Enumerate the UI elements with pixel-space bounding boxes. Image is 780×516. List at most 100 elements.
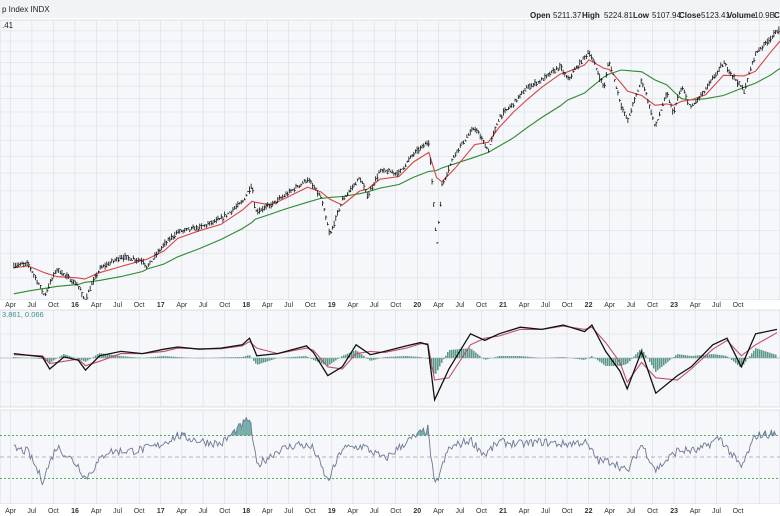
x-axis-tick-label: Jul	[27, 302, 36, 309]
x-axis-tick-label: Apr	[262, 302, 274, 309]
open-value: 5211.37	[553, 11, 582, 20]
x-axis-labels-lower: Apr Jul Oct 16 Apr Jul Oct 17 Apr Jul Oct 18 Apr Jul O…	[5, 508, 743, 515]
rsi-line	[13, 416, 777, 486]
x-axis-tick-label: Jul	[199, 302, 208, 309]
x-axis-tick-label: Jul	[627, 508, 636, 515]
x-axis-tick-label: Oct	[134, 508, 145, 515]
x-axis-tick-label: Jul	[627, 302, 636, 309]
x-axis-tick-label: Oct	[305, 508, 316, 515]
x-axis-tick-label: 21	[499, 508, 507, 515]
x-axis-tick-label: Apr	[91, 508, 103, 515]
x-axis-tick-label: 18	[242, 508, 250, 515]
x-axis-tick-label: 23	[670, 302, 678, 309]
x-axis-tick-label: Jul	[199, 508, 208, 515]
header-bar: p Index INDX Open 5211.37 High 5224.81 L…	[0, 0, 780, 20]
x-axis-tick-label: Jul	[284, 508, 293, 515]
x-axis-tick-label: Oct	[476, 508, 487, 515]
open-label: Open	[530, 11, 551, 20]
x-axis-tick-label: Jul	[113, 508, 122, 515]
x-axis-tick-label: 21	[499, 302, 507, 309]
x-axis-tick-label: 22	[585, 508, 593, 515]
price-bars	[13, 26, 780, 303]
x-axis-tick-label: Jul	[370, 508, 379, 515]
rsi-plot-background	[0, 409, 780, 505]
x-axis-tick-label: Jul	[370, 302, 379, 309]
x-axis-tick-label: Apr	[433, 508, 445, 515]
x-axis-tick-label: Jul	[712, 302, 721, 309]
last-value-partial: .41	[2, 21, 14, 30]
x-axis-tick-label: 16	[71, 302, 79, 309]
symbol-label: p Index INDX	[2, 5, 50, 14]
x-axis-tick-label: Oct	[219, 302, 230, 309]
short-moving-average-line	[13, 40, 780, 280]
x-axis-tick-label: Apr	[176, 302, 188, 309]
macd-line	[13, 323, 778, 403]
trailing-char: C	[774, 11, 780, 20]
x-axis-tick-label: Oct	[305, 302, 316, 309]
x-axis-tick-label: Oct	[390, 508, 401, 515]
x-axis-tick-label: Apr	[519, 508, 531, 515]
x-axis-tick-label: Oct	[562, 508, 573, 515]
x-axis-tick-label: Apr	[347, 508, 359, 515]
price-panel: .41	[0, 19, 780, 303]
x-axis-tick-label: 18	[242, 302, 250, 309]
x-axis-tick-label: 20	[413, 302, 421, 309]
rsi-overbought-fill	[176, 417, 777, 436]
x-axis-tick-label: Apr	[176, 508, 188, 515]
x-axis-tick-label: Oct	[562, 302, 573, 309]
x-axis-tick-label: Jul	[541, 302, 550, 309]
close-label: Close	[679, 11, 701, 20]
x-axis-tick-label: 19	[328, 302, 336, 309]
volume-value: 10.9B	[754, 11, 775, 20]
macd-plot-background	[0, 309, 780, 408]
price-grid	[0, 20, 780, 300]
bottom-x-axis: Apr Jul Oct 16 Apr Jul Oct 17 Apr Jul Oct 18 Apr Jul O…	[0, 504, 780, 516]
volume-label: Volume	[727, 11, 756, 20]
x-axis-tick-label: Oct	[48, 508, 59, 515]
x-axis-tick-label: Jul	[113, 302, 122, 309]
high-label: High	[582, 11, 600, 20]
x-axis-tick-label: Jul	[712, 508, 721, 515]
x-axis-tick-label: Oct	[647, 508, 658, 515]
x-axis-tick-label: Apr	[690, 508, 702, 515]
x-axis-tick-label: Jul	[455, 508, 464, 515]
x-axis-tick-label: Apr	[5, 302, 17, 309]
rsi-panel	[0, 409, 780, 505]
x-axis-tick-label: Apr	[91, 302, 103, 309]
close-value: 5123.41	[701, 11, 730, 20]
long-moving-average-line	[13, 67, 780, 295]
x-axis-tick-label: Jul	[27, 508, 36, 515]
low-label: Low	[633, 11, 650, 20]
x-axis-tick-label: 19	[328, 508, 336, 515]
x-axis-tick-label: Apr	[519, 302, 531, 309]
x-axis-tick-label: 16	[71, 508, 79, 515]
x-axis-tick-label: Apr	[690, 302, 702, 309]
x-axis-tick-label: Oct	[134, 302, 145, 309]
x-axis-tick-label: Apr	[604, 508, 616, 515]
x-axis-tick-label: Jul	[541, 508, 550, 515]
x-axis-tick-label: 17	[157, 508, 165, 515]
x-axis-tick-label: Oct	[733, 508, 744, 515]
rsi-reference-lines	[0, 435, 780, 479]
x-axis-tick-label: Apr	[604, 302, 616, 309]
x-axis-tick-label: Oct	[733, 302, 744, 309]
x-axis-tick-label: 20	[413, 508, 421, 515]
x-axis-tick-label: Oct	[390, 302, 401, 309]
x-axis-tick-label: Jul	[455, 302, 464, 309]
x-axis-labels-upper: Apr Jul Oct 16 Apr Jul Oct 17 Apr Jul Oct 18 Apr Jul O…	[5, 302, 743, 309]
high-value: 5224.81	[604, 11, 633, 20]
price-x-axis: Apr Jul Oct 16 Apr Jul Oct 17 Apr Jul Oct 18 Apr Jul O…	[0, 300, 780, 310]
x-axis-tick-label: Apr	[347, 302, 359, 309]
x-axis-tick-label: Jul	[284, 302, 293, 309]
x-axis-tick-label: Apr	[433, 302, 445, 309]
macd-values-label: 3.861, 0.066	[2, 310, 44, 319]
x-axis-tick-label: 17	[157, 302, 165, 309]
low-value: 5107.94	[652, 11, 681, 20]
x-axis-tick-label: Oct	[647, 302, 658, 309]
x-axis-tick-label: Apr	[5, 508, 17, 515]
x-axis-tick-label: Apr	[262, 508, 274, 515]
x-axis-tick-label: 22	[585, 302, 593, 309]
macd-panel: 3.861, 0.066	[0, 309, 780, 408]
x-axis-tick-label: Oct	[219, 508, 230, 515]
